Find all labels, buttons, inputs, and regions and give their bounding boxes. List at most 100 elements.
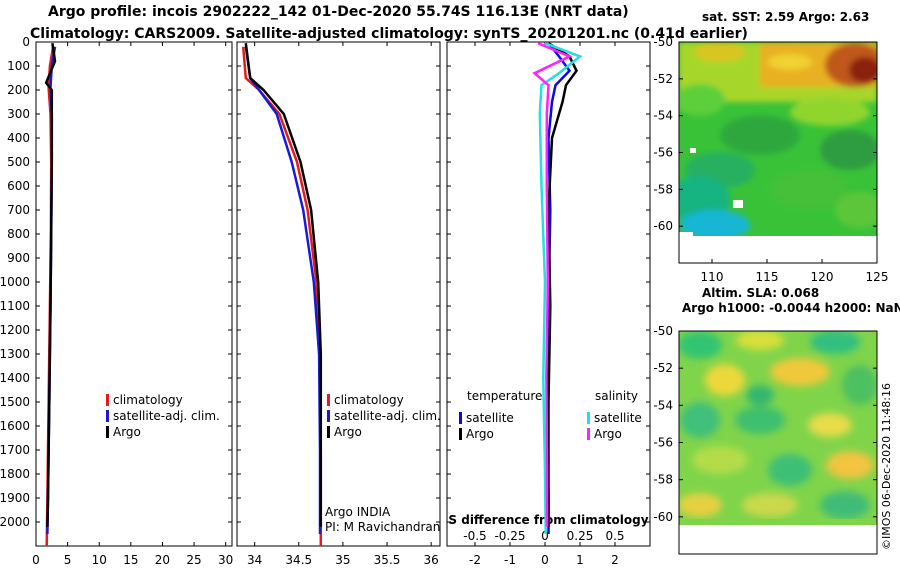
depth-tick-label: 700: [7, 203, 30, 217]
map-lat-label: -50: [653, 35, 673, 49]
sla-map-image: [679, 331, 877, 525]
x-tick-label: 35.5: [374, 553, 401, 567]
map-lat-label: -52: [653, 72, 673, 86]
x-tick-label: 1: [576, 553, 584, 567]
legend-label: Argo: [594, 427, 622, 441]
x-tick-label: 35: [335, 553, 350, 567]
map-lat-label: -60: [653, 219, 673, 233]
map-lat-label: -60: [653, 510, 673, 524]
legend-label: satellite: [466, 411, 514, 425]
map-lat-label: -58: [653, 473, 673, 487]
depth-tick-label: 1600: [0, 419, 30, 433]
series-salinity-argo: [532, 42, 573, 527]
series-argo: [244, 43, 323, 527]
legend-label: Argo: [113, 425, 141, 439]
sal-diff-tick-label: -0.5: [463, 529, 486, 543]
sal-diff-tick-label: 0.5: [605, 529, 624, 543]
legend-swatch: [459, 428, 462, 440]
x-tick-label: -2: [469, 553, 481, 567]
legend-label: Argo: [334, 425, 362, 439]
sst-map-axes: -50 -52 -54 -56 -58 -60 110 115 120 125: [653, 35, 888, 284]
salinity-profile-frame: [236, 41, 441, 547]
sal-diff-tick-label: 0.25: [567, 529, 594, 543]
x-tick-label: 36: [424, 553, 439, 567]
panel-annotation: Argo INDIA: [325, 505, 391, 519]
map-lon-label: 115: [756, 270, 779, 284]
temperature-profile-panel: 0100200300400500600700800900100011001200…: [0, 35, 233, 567]
x-tick-label: 5: [64, 553, 72, 567]
map-lat-label: -54: [653, 109, 673, 123]
sal-diff-tick-label: 0: [541, 529, 549, 543]
legend-swatch: [106, 426, 109, 438]
figure-title-line-1: Argo profile: incois 2902222_142 01-Dec-…: [48, 4, 629, 20]
depth-tick-label: 600: [7, 179, 30, 193]
legend-swatch: [327, 394, 330, 406]
map-lon-label: 120: [811, 270, 834, 284]
depth-tick-label: 100: [7, 59, 30, 73]
depth-tick-label: 1800: [0, 467, 30, 481]
depth-tick-label: 300: [7, 107, 30, 121]
series-temperature-argo: [547, 42, 578, 527]
salinity-profile-panel: 34 34.5 35 35.5 36 climatology satellite-adj. …: [236, 41, 441, 567]
legend-label: satellite-adj. clim.: [334, 409, 441, 423]
map-lon-label: 125: [866, 270, 889, 284]
figure-title-line-2: Climatology: CARS2009. Satellite-adjuste…: [30, 26, 748, 42]
depth-tick-label: 1000: [0, 275, 30, 289]
map-lat-label: -58: [653, 182, 673, 196]
depth-tick-label: 500: [7, 155, 30, 169]
panel-annotation: PI: M Ravichandran: [325, 520, 440, 534]
difference-from-climatology-frame: [446, 41, 651, 547]
depth-tick-label: 1400: [0, 371, 30, 385]
series-salinity-satellite: [538, 42, 583, 535]
depth-tick-label: 1100: [0, 299, 30, 313]
depth-tick-label: 1500: [0, 395, 30, 409]
x-tick-label: 34.5: [285, 553, 312, 567]
legend-label: climatology: [113, 393, 183, 407]
sal-diff-tick-label: -0.25: [494, 529, 525, 543]
map-lat-label: -50: [653, 324, 673, 338]
map-lat-label: -54: [653, 398, 673, 412]
depth-tick-label: 400: [7, 131, 30, 145]
legend-swatch: [459, 412, 462, 424]
sst-map-image: [679, 42, 877, 236]
legend-title-salinity: salinity: [595, 389, 638, 403]
depth-tick-label: 1200: [0, 323, 30, 337]
depth-tick-label: 0: [22, 35, 30, 49]
depth-tick-label: 1300: [0, 347, 30, 361]
map-lat-label: -52: [653, 361, 673, 375]
series-satellite-adj-clim-: [244, 46, 322, 534]
legend-swatch: [106, 410, 109, 422]
temperature-profile-frame: [35, 41, 233, 547]
sst-map-title: sat. SST: 2.59 Argo: 2.63: [702, 10, 870, 24]
x-tick-label: 0: [32, 553, 40, 567]
depth-tick-label: 800: [7, 227, 30, 241]
difference-from-climatology-panel: -2 -1 0 1 2-0.5 -0.25 0 0.25 0.5S difference fro…: [446, 41, 651, 567]
legend-swatch: [327, 410, 330, 422]
legend-label: Argo: [466, 427, 494, 441]
depth-tick-label: 200: [7, 83, 30, 97]
sla-map-axes: -50 -52 -54 -56 -58 -60: [653, 324, 877, 524]
legend-swatch: [587, 428, 590, 440]
legend-title-temperature: temperature: [467, 389, 542, 403]
legend-swatch: [587, 412, 590, 424]
x-tick-label: 0: [541, 553, 549, 567]
legend-swatch: [106, 394, 109, 406]
x-tick-label: 20: [155, 553, 170, 567]
series-argo: [44, 43, 57, 527]
legend-label: satellite-adj. clim.: [113, 409, 220, 423]
x-tick-label: 15: [123, 553, 138, 567]
sla-map-title-1: Altim. SLA: 0.068: [702, 286, 820, 300]
map-lat-label: -56: [653, 436, 673, 450]
imos-timestamp: ©IMOS 06-Dec-2020 11:48:16: [880, 383, 893, 550]
series-climatology: [241, 46, 323, 546]
map-lat-label: -56: [653, 146, 673, 160]
legend-label: climatology: [334, 393, 404, 407]
depth-tick-label: 1700: [0, 443, 30, 457]
x-tick-label: -1: [504, 553, 516, 567]
x-tick-label: 34: [247, 553, 262, 567]
map-lon-label: 110: [701, 270, 724, 284]
x-tick-label: 10: [92, 553, 107, 567]
legend-swatch: [327, 426, 330, 438]
x-tick-label: 30: [218, 553, 233, 567]
